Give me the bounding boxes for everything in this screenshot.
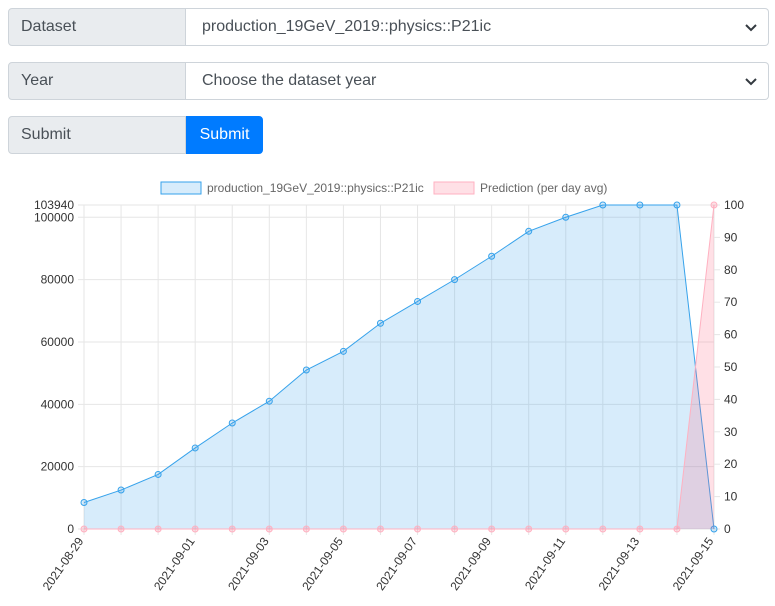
y-right-tick-label: 40 [724, 392, 738, 406]
data-point [339, 347, 347, 355]
year-select[interactable]: Choose the dataset year [186, 62, 769, 100]
year-select-value: Choose the dataset year [202, 72, 377, 89]
data-point [191, 525, 199, 533]
data-point [80, 499, 88, 507]
data-point [562, 525, 570, 533]
data-point [710, 201, 718, 209]
series-line [83, 204, 715, 530]
data-point [710, 525, 718, 533]
dataset-select-value: production_19GeV_2019::physics::P21ic [202, 18, 492, 35]
data-point [302, 525, 310, 533]
y-right-tick-label: 100 [724, 198, 744, 212]
x-tick-label: 2021-09-15 [670, 534, 717, 593]
x-tick-label: 2021-09-03 [225, 534, 272, 593]
data-point [636, 525, 644, 533]
y-right-tick-label: 0 [724, 522, 731, 536]
y-left-tick-label: 20000 [41, 460, 75, 474]
dataset-select[interactable]: production_19GeV_2019::physics::P21ic [186, 8, 769, 46]
legend-swatch-series [160, 181, 202, 195]
data-point [117, 525, 125, 533]
y-left-tick-label: 100000 [34, 210, 74, 224]
y-left-tick-label: 80000 [41, 273, 75, 287]
data-point [599, 201, 607, 209]
y-left-max-label: 103940 [34, 198, 74, 212]
y-right-tick-label: 70 [724, 295, 738, 309]
data-point [191, 444, 199, 452]
data-point [339, 525, 347, 533]
data-point [228, 419, 236, 427]
data-point [80, 525, 88, 533]
y-left-tick-label: 40000 [41, 397, 75, 411]
data-point [414, 297, 422, 305]
y-right-tick-label: 20 [724, 457, 738, 471]
data-point [376, 525, 384, 533]
legend-label-prediction: Prediction (per day avg) [480, 181, 607, 195]
submit-button[interactable]: Submit [186, 116, 263, 154]
data-point [488, 252, 496, 260]
data-point [488, 525, 496, 533]
x-tick-label: 2021-09-11 [522, 534, 568, 592]
data-point [414, 525, 422, 533]
data-point [451, 276, 459, 284]
legend-swatch-prediction [433, 181, 475, 195]
data-point [451, 525, 459, 533]
data-point [154, 470, 162, 478]
data-point [525, 227, 533, 235]
data-point [525, 525, 533, 533]
data-point [376, 319, 384, 327]
y-right-tick-label: 30 [724, 425, 738, 439]
data-point [154, 525, 162, 533]
data-point [673, 201, 681, 209]
chevron-down-icon [745, 78, 757, 86]
y-right-tick-label: 90 [724, 230, 738, 244]
data-point [636, 201, 644, 209]
series-area [84, 205, 714, 529]
submit-row: Submit Submit [8, 116, 263, 154]
chevron-down-icon [745, 24, 757, 32]
x-tick-label: 2021-09-05 [299, 534, 346, 593]
year-row: Year Choose the dataset year [8, 62, 769, 100]
x-tick-label: 2021-08-29 [40, 534, 87, 593]
data-point [673, 525, 681, 533]
dataset-row: Dataset production_19GeV_2019::physics::… [8, 8, 769, 46]
dataset-label: Dataset [8, 8, 186, 46]
y-right-tick-label: 50 [724, 360, 738, 374]
data-point [265, 397, 273, 405]
year-label: Year [8, 62, 186, 100]
data-point [117, 486, 125, 494]
submit-label: Submit [8, 116, 186, 154]
y-left-tick-label: 60000 [41, 335, 75, 349]
y-left-tick-label: 0 [67, 522, 74, 536]
data-point [228, 525, 236, 533]
x-tick-label: 2021-09-13 [596, 534, 643, 593]
y-right-tick-label: 80 [724, 263, 738, 277]
data-point [265, 525, 273, 533]
data-point [599, 525, 607, 533]
series-line [84, 204, 715, 530]
data-point [302, 366, 310, 374]
data-point [562, 213, 570, 221]
y-right-tick-label: 60 [724, 328, 738, 342]
legend-label-series: production_19GeV_2019::physics::P21ic [207, 181, 424, 195]
y-right-tick-label: 10 [724, 490, 738, 504]
x-tick-label: 2021-09-07 [373, 534, 420, 593]
x-tick-label: 2021-09-09 [447, 534, 494, 593]
x-tick-label: 2021-09-01 [151, 534, 198, 593]
